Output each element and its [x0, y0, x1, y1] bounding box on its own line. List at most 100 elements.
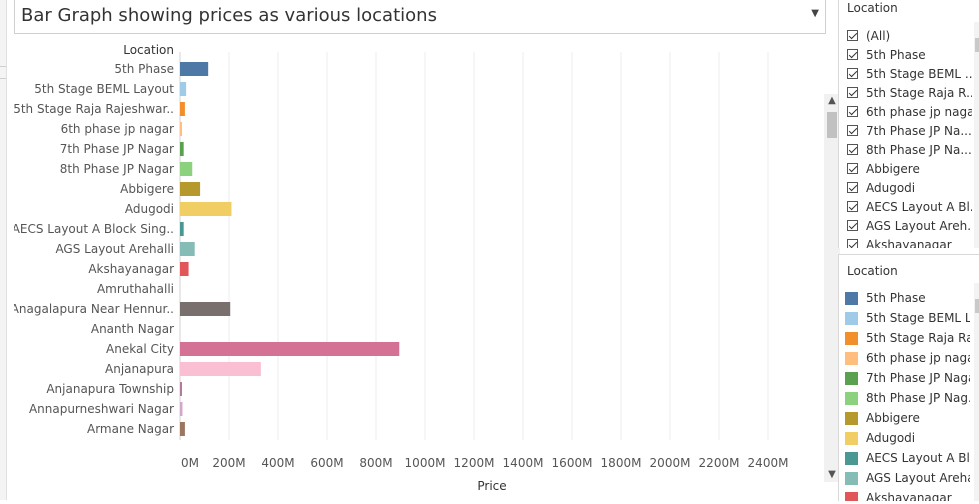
- location-label[interactable]: AGS Layout Arehalli: [55, 242, 174, 256]
- location-label[interactable]: 8th Phase JP Nagar: [60, 162, 174, 176]
- filter-item-label: 7th Phase JP Na...: [866, 123, 972, 138]
- scroll-thumb[interactable]: [975, 38, 979, 52]
- legend-swatch: [845, 331, 858, 345]
- filter-item[interactable]: Abbigere: [847, 159, 972, 178]
- checkbox-checked-icon[interactable]: [847, 144, 858, 155]
- legend-item-label: 5th Phase: [866, 291, 926, 305]
- checkbox-checked-icon[interactable]: [847, 163, 858, 174]
- bar[interactable]: [180, 62, 209, 76]
- bar[interactable]: [180, 382, 182, 396]
- location-label[interactable]: 5th Stage BEML Layout: [34, 82, 174, 96]
- bar[interactable]: [180, 242, 195, 256]
- bar[interactable]: [180, 262, 189, 276]
- location-label[interactable]: 5th Stage Raja Rajeshwar..: [13, 102, 174, 116]
- legend-item[interactable]: Akshayanagar: [845, 488, 970, 501]
- filter-item[interactable]: 5th Phase: [847, 45, 972, 64]
- legend-swatch: [845, 351, 858, 365]
- checkbox-checked-icon[interactable]: [847, 49, 858, 60]
- location-label[interactable]: Annapurneshwari Nagar: [29, 402, 174, 416]
- checkbox-checked-icon[interactable]: [847, 182, 858, 193]
- bar[interactable]: [180, 362, 261, 376]
- scroll-up-icon[interactable]: ▲: [828, 95, 836, 106]
- legend-swatch: [845, 471, 858, 485]
- bar[interactable]: [180, 302, 231, 316]
- location-label[interactable]: Anjanapura Township: [46, 382, 174, 396]
- checkbox-checked-icon[interactable]: [847, 239, 858, 248]
- checkbox-checked-icon[interactable]: [847, 201, 858, 212]
- legend-swatch: [845, 291, 858, 305]
- filter-item[interactable]: 7th Phase JP Na...: [847, 121, 972, 140]
- legend-item[interactable]: 5th Stage BEML L...: [845, 308, 970, 328]
- scroll-down-icon[interactable]: ▼: [828, 469, 836, 480]
- location-label[interactable]: Anagalapura Near Hennur..: [11, 302, 174, 316]
- chart-title: Bar Graph showing prices as various loca…: [21, 5, 437, 26]
- bar[interactable]: [180, 422, 185, 436]
- checkbox-checked-icon[interactable]: [847, 30, 858, 41]
- bar[interactable]: [180, 342, 400, 356]
- bar[interactable]: [180, 182, 201, 196]
- legend-scrollbar[interactable]: [974, 283, 979, 501]
- scroll-thumb[interactable]: [827, 112, 837, 138]
- filter-item[interactable]: 8th Phase JP Na...: [847, 140, 972, 159]
- legend-item-label: 5th Stage Raja Ra...: [866, 331, 970, 345]
- bar[interactable]: [180, 122, 182, 136]
- legend-item[interactable]: 5th Stage Raja Ra...: [845, 328, 970, 348]
- x-tick-label: 0M: [181, 456, 199, 470]
- legend-swatch: [845, 491, 858, 501]
- bar[interactable]: [180, 102, 185, 116]
- edge-divider: [0, 78, 6, 79]
- checkbox-checked-icon[interactable]: [847, 125, 858, 136]
- legend-item[interactable]: AGS Layout Areha...: [845, 468, 970, 488]
- location-label[interactable]: Amruthahalli: [97, 282, 174, 296]
- title-bar[interactable]: Bar Graph showing prices as various loca…: [14, 0, 826, 34]
- bar-chart: 5th Phase 5th Stage BEML Layout 5th Stage …: [11, 43, 789, 493]
- checkbox-checked-icon[interactable]: [847, 87, 858, 98]
- checkbox-checked-icon[interactable]: [847, 220, 858, 231]
- location-label[interactable]: Adugodi: [125, 202, 174, 216]
- bar[interactable]: [180, 402, 183, 416]
- y-axis-title: Location: [123, 43, 174, 57]
- location-label[interactable]: Ananth Nagar: [91, 322, 174, 336]
- scroll-thumb[interactable]: [975, 299, 979, 313]
- legend-item[interactable]: 5th Phase: [845, 288, 970, 308]
- location-label[interactable]: AECS Layout A Block Sing..: [12, 222, 174, 236]
- bar[interactable]: [180, 202, 232, 216]
- location-label[interactable]: 7th Phase JP Nagar: [60, 142, 174, 156]
- filter-item[interactable]: 5th Stage BEML ...: [847, 64, 972, 83]
- chart-area: 5th Phase 5th Stage BEML Layout 5th Stage …: [11, 38, 840, 500]
- x-tick-label: 1200M: [454, 456, 495, 470]
- legend-item[interactable]: AECS Layout A Bl...: [845, 448, 970, 468]
- filter-scrollbar[interactable]: [974, 22, 979, 248]
- filter-item[interactable]: Adugodi: [847, 178, 972, 197]
- location-label[interactable]: Anekal City: [106, 342, 174, 356]
- checkbox-checked-icon[interactable]: [847, 106, 858, 117]
- legend-item[interactable]: 7th Phase JP Nagar: [845, 368, 970, 388]
- location-label[interactable]: Anjanapura: [105, 362, 174, 376]
- filter-item[interactable]: AECS Layout A Bl...: [847, 197, 972, 216]
- x-tick-label: 400M: [261, 456, 294, 470]
- location-label[interactable]: Akshayanagar: [88, 262, 174, 276]
- legend-item[interactable]: 6th phase jp nagar: [845, 348, 970, 368]
- location-label[interactable]: Abbigere: [120, 182, 174, 196]
- grid-lines: [179, 52, 769, 440]
- x-tick-label: 2000M: [650, 456, 691, 470]
- chevron-down-icon[interactable]: ▼: [811, 8, 819, 19]
- bar[interactable]: [180, 222, 184, 236]
- filter-item[interactable]: Akshayanagar: [847, 235, 972, 248]
- filter-item[interactable]: 5th Stage Raja R...: [847, 83, 972, 102]
- chart-vertical-scrollbar[interactable]: ▲ ▼: [824, 94, 840, 482]
- filter-item[interactable]: (All): [847, 26, 972, 45]
- filter-item[interactable]: AGS Layout Areh...: [847, 216, 972, 235]
- bar[interactable]: [180, 142, 184, 156]
- checkbox-checked-icon[interactable]: [847, 68, 858, 79]
- legend-item[interactable]: Adugodi: [845, 428, 970, 448]
- bar[interactable]: [180, 162, 193, 176]
- location-label[interactable]: 5th Phase: [114, 62, 174, 76]
- location-label[interactable]: 6th phase jp nagar: [61, 122, 174, 136]
- bar[interactable]: [180, 82, 187, 96]
- legend-item[interactable]: Abbigere: [845, 408, 970, 428]
- location-label[interactable]: Armane Nagar: [87, 422, 174, 436]
- filter-item[interactable]: 6th phase jp nagar: [847, 102, 972, 121]
- legend-item[interactable]: 8th Phase JP Nag...: [845, 388, 970, 408]
